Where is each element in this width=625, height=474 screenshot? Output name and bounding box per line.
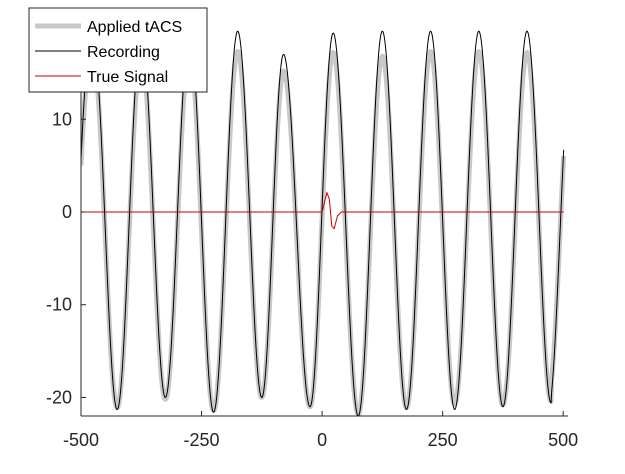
x-tick-label: -250: [184, 430, 220, 450]
x-tick-label: 500: [548, 430, 578, 450]
legend-box: [28, 7, 208, 93]
axes-layer: -500 -250 0 250 500 -20 -10 0 10: [46, 8, 578, 450]
y-tick-label: 10: [52, 109, 72, 129]
y-tick-label: -10: [46, 295, 72, 315]
x-tick-label: -500: [63, 430, 99, 450]
y-tick-label: 0: [62, 202, 72, 222]
series-layer: [81, 30, 567, 416]
series-line-true-signal: [81, 192, 564, 230]
x-tick-label: 250: [428, 430, 458, 450]
legend-label-recording: Recording: [87, 44, 160, 61]
series-line-recording: [81, 30, 565, 416]
legend: Applied tACS Recording True Signal: [28, 7, 208, 93]
legend-label-applied-tacs: Applied tACS: [87, 19, 182, 36]
y-tick-label: -20: [46, 387, 72, 407]
legend-label-true-signal: True Signal: [87, 69, 168, 86]
x-tick-label: 0: [317, 430, 327, 450]
